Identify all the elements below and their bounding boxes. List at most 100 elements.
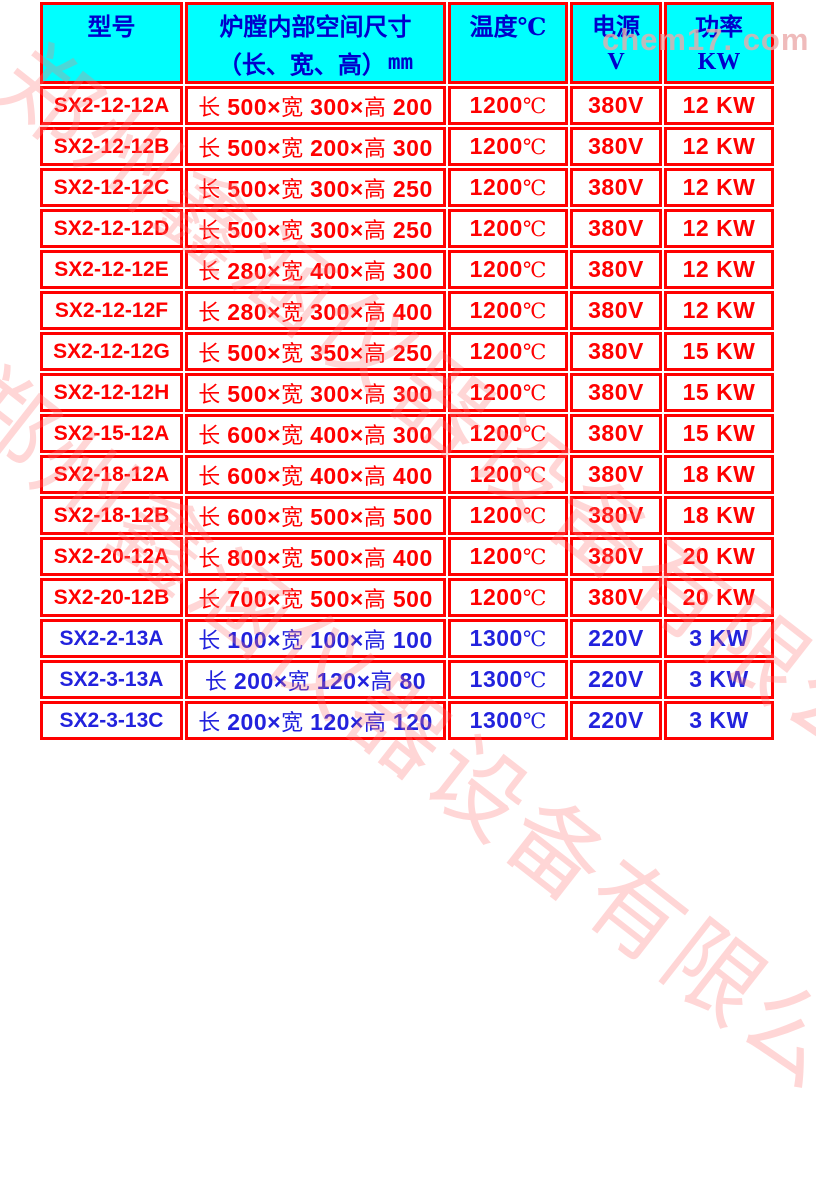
voltage-cell: 380V bbox=[570, 127, 662, 166]
voltage-cell: 380V bbox=[570, 455, 662, 494]
model-cell: SX2-12-12B bbox=[40, 127, 183, 166]
power-cell: 15 KW bbox=[664, 332, 774, 371]
model-cell: SX2-18-12A bbox=[40, 455, 183, 494]
header-row: 型号 炉膛内部空间尺寸 （长、宽、高） mm 温度℃ 电源 V 功率 KW bbox=[40, 2, 774, 84]
size-cell: 长 500×宽 300×高 200 bbox=[185, 86, 446, 125]
size-cell: 长 500×宽 200×高 300 bbox=[185, 127, 446, 166]
table-row: SX2-12-12C 长 500×宽 300×高 250 1200℃ 380V … bbox=[40, 168, 774, 207]
table-row: SX2-12-12A 长 500×宽 300×高 200 1200℃ 380V … bbox=[40, 86, 774, 125]
voltage-cell: 380V bbox=[570, 250, 662, 289]
model-cell: SX2-20-12B bbox=[40, 578, 183, 617]
power-cell: 3 KW bbox=[664, 701, 774, 740]
header-power-label: 功率 bbox=[695, 11, 743, 41]
voltage-cell: 380V bbox=[570, 537, 662, 576]
power-cell: 15 KW bbox=[664, 373, 774, 412]
model-cell: SX2-12-12A bbox=[40, 86, 183, 125]
size-cell: 长 500×宽 350×高 250 bbox=[185, 332, 446, 371]
temperature-cell: 1200℃ bbox=[448, 578, 568, 617]
temperature-cell: 1200℃ bbox=[448, 127, 568, 166]
table-row: SX2-15-12A 长 600×宽 400×高 300 1200℃ 380V … bbox=[40, 414, 774, 453]
table-row: SX2-12-12B 长 500×宽 200×高 300 1200℃ 380V … bbox=[40, 127, 774, 166]
power-cell: 12 KW bbox=[664, 250, 774, 289]
header-voltage: 电源 V bbox=[570, 2, 662, 84]
power-cell: 12 KW bbox=[664, 291, 774, 330]
voltage-cell: 220V bbox=[570, 660, 662, 699]
model-cell: SX2-12-12E bbox=[40, 250, 183, 289]
temperature-cell: 1300℃ bbox=[448, 701, 568, 740]
temperature-cell: 1200℃ bbox=[448, 291, 568, 330]
temperature-cell: 1200℃ bbox=[448, 537, 568, 576]
size-cell: 长 500×宽 300×高 250 bbox=[185, 168, 446, 207]
header-temperature: 温度℃ bbox=[448, 2, 568, 84]
voltage-cell: 380V bbox=[570, 414, 662, 453]
size-cell: 长 200×宽 120×高 120 bbox=[185, 701, 446, 740]
power-cell: 3 KW bbox=[664, 660, 774, 699]
voltage-cell: 380V bbox=[570, 373, 662, 412]
model-cell: SX2-3-13A bbox=[40, 660, 183, 699]
header-power: 功率 KW bbox=[664, 2, 774, 84]
model-cell: SX2-12-12D bbox=[40, 209, 183, 248]
model-cell: SX2-2-13A bbox=[40, 619, 183, 658]
table-row: SX2-18-12B 长 600×宽 500×高 500 1200℃ 380V … bbox=[40, 496, 774, 535]
size-cell: 长 500×宽 300×高 300 bbox=[185, 373, 446, 412]
size-cell: 长 600×宽 500×高 500 bbox=[185, 496, 446, 535]
voltage-cell: 380V bbox=[570, 332, 662, 371]
temperature-cell: 1200℃ bbox=[448, 455, 568, 494]
power-cell: 20 KW bbox=[664, 578, 774, 617]
header-power-unit: KW bbox=[697, 48, 741, 75]
voltage-cell: 220V bbox=[570, 619, 662, 658]
table-row: SX2-12-12F 长 280×宽 300×高 400 1200℃ 380V … bbox=[40, 291, 774, 330]
temperature-cell: 1300℃ bbox=[448, 619, 568, 658]
model-cell: SX2-20-12A bbox=[40, 537, 183, 576]
temperature-cell: 1300℃ bbox=[448, 660, 568, 699]
power-cell: 12 KW bbox=[664, 127, 774, 166]
model-cell: SX2-15-12A bbox=[40, 414, 183, 453]
header-size-label: 炉膛内部空间尺寸 bbox=[219, 11, 412, 41]
power-cell: 18 KW bbox=[664, 455, 774, 494]
size-cell: 长 600×宽 400×高 300 bbox=[185, 414, 446, 453]
temperature-cell: 1200℃ bbox=[448, 168, 568, 207]
temperature-cell: 1200℃ bbox=[448, 373, 568, 412]
model-cell: SX2-12-12C bbox=[40, 168, 183, 207]
voltage-cell: 380V bbox=[570, 86, 662, 125]
size-cell: 长 600×宽 400×高 400 bbox=[185, 455, 446, 494]
header-size-unit: mm bbox=[387, 50, 414, 74]
table-row: SX2-12-12G 长 500×宽 350×高 250 1200℃ 380V … bbox=[40, 332, 774, 371]
model-cell: SX2-12-12F bbox=[40, 291, 183, 330]
model-cell: SX2-3-13C bbox=[40, 701, 183, 740]
header-voltage-unit: V bbox=[607, 48, 625, 75]
power-cell: 20 KW bbox=[664, 537, 774, 576]
power-cell: 12 KW bbox=[664, 209, 774, 248]
header-temperature-label: 温度℃ bbox=[469, 11, 547, 41]
table-row: SX2-20-12A 长 800×宽 500×高 400 1200℃ 380V … bbox=[40, 537, 774, 576]
power-cell: 15 KW bbox=[664, 414, 774, 453]
model-cell: SX2-12-12G bbox=[40, 332, 183, 371]
size-cell: 长 100×宽 100×高 100 bbox=[185, 619, 446, 658]
spec-table: 型号 炉膛内部空间尺寸 （长、宽、高） mm 温度℃ 电源 V 功率 KW bbox=[38, 0, 776, 742]
size-cell: 长 700×宽 500×高 500 bbox=[185, 578, 446, 617]
power-cell: 3 KW bbox=[664, 619, 774, 658]
model-cell: SX2-18-12B bbox=[40, 496, 183, 535]
temperature-cell: 1200℃ bbox=[448, 209, 568, 248]
temperature-cell: 1200℃ bbox=[448, 86, 568, 125]
table-row: SX2-3-13C 长 200×宽 120×高 120 1300℃ 220V 3… bbox=[40, 701, 774, 740]
table-row: SX2-12-12E 长 280×宽 400×高 300 1200℃ 380V … bbox=[40, 250, 774, 289]
size-cell: 长 500×宽 300×高 250 bbox=[185, 209, 446, 248]
power-cell: 12 KW bbox=[664, 86, 774, 125]
table-row: SX2-12-12H 长 500×宽 300×高 300 1200℃ 380V … bbox=[40, 373, 774, 412]
header-model: 型号 bbox=[40, 2, 183, 84]
table-row: SX2-12-12D 长 500×宽 300×高 250 1200℃ 380V … bbox=[40, 209, 774, 248]
header-model-label: 型号 bbox=[87, 11, 136, 41]
voltage-cell: 380V bbox=[570, 209, 662, 248]
table-row: SX2-18-12A 长 600×宽 400×高 400 1200℃ 380V … bbox=[40, 455, 774, 494]
model-cell: SX2-12-12H bbox=[40, 373, 183, 412]
temperature-cell: 1200℃ bbox=[448, 332, 568, 371]
header-voltage-label: 电源 bbox=[592, 11, 640, 41]
temperature-cell: 1200℃ bbox=[448, 250, 568, 289]
size-cell: 长 280×宽 400×高 300 bbox=[185, 250, 446, 289]
temperature-cell: 1200℃ bbox=[448, 414, 568, 453]
voltage-cell: 380V bbox=[570, 496, 662, 535]
power-cell: 18 KW bbox=[664, 496, 774, 535]
table-row: SX2-2-13A 长 100×宽 100×高 100 1300℃ 220V 3… bbox=[40, 619, 774, 658]
table-row: SX2-3-13A 长 200×宽 120×高 80 1300℃ 220V 3 … bbox=[40, 660, 774, 699]
